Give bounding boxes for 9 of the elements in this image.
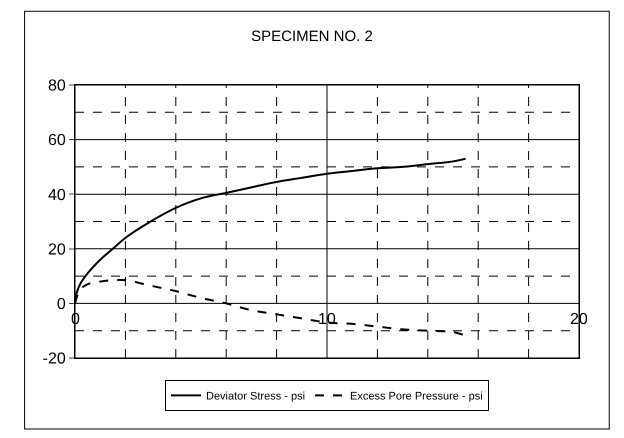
y-tick-label: 40 (48, 186, 66, 204)
legend-label: Deviator Stress - psi (206, 390, 306, 403)
y-tick-label: 60 (48, 132, 66, 150)
y-tick-label: -20 (42, 350, 66, 368)
legend-label: Excess Pore Pressure - psi (350, 390, 483, 403)
y-tick-label: 0 (56, 296, 66, 313)
chart-title: SPECIMEN NO. 2 (251, 28, 373, 46)
y-tick-label: 80 (48, 78, 66, 95)
y-tick-label: 20 (48, 241, 66, 258)
